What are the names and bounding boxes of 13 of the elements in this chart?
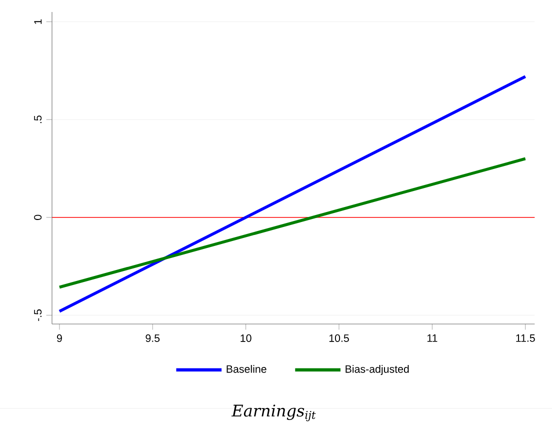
y-tick-label: .5 xyxy=(34,116,42,124)
x-tick-label: 10 xyxy=(240,334,252,342)
x-tick-label: 11 xyxy=(427,334,438,342)
y-tick-label: -.5 xyxy=(34,309,42,321)
x-tick-label: 9.5 xyxy=(146,334,160,342)
x-axis-title: Earnings$_{ijt}$ xyxy=(231,404,316,422)
legend-label: Bias-adjusted xyxy=(346,364,409,375)
x-tick-label: 11.5 xyxy=(516,334,535,342)
x-tick-label: 9 xyxy=(56,334,62,342)
y-tick-label: 0 xyxy=(34,214,42,220)
legend-label: Baseline xyxy=(226,364,266,373)
y-tick-label: 1 xyxy=(34,19,42,24)
x-tick-label: 10.5 xyxy=(329,334,349,342)
